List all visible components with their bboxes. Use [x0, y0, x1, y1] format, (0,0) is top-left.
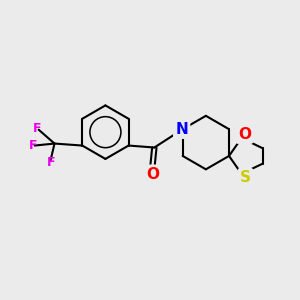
- Text: F: F: [28, 139, 37, 152]
- Text: F: F: [47, 156, 56, 169]
- Text: S: S: [240, 170, 251, 185]
- Text: N: N: [175, 122, 188, 137]
- Text: F: F: [32, 122, 41, 135]
- Text: O: O: [238, 127, 251, 142]
- Text: O: O: [146, 167, 159, 182]
